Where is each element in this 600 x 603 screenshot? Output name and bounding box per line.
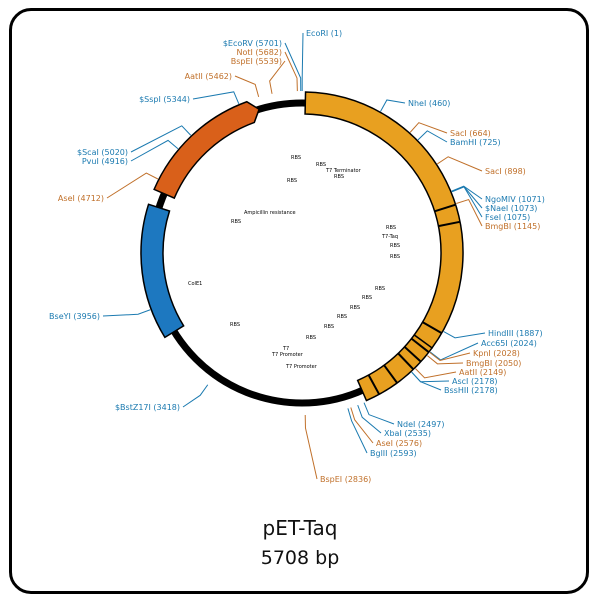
site-label: Acc65I (2024) <box>481 339 537 348</box>
site-leader <box>411 371 442 391</box>
site-label: BssHII (2178) <box>444 386 498 395</box>
site-label: $ScaI (5020) <box>77 148 128 157</box>
feature-boundary-tick <box>434 203 456 213</box>
site-leader <box>269 60 286 94</box>
inner-feature-label: RBS <box>291 155 301 161</box>
feature-boundary-tick <box>403 346 422 363</box>
inner-feature-label: T7 <box>282 346 289 352</box>
site-label: $NaeI (1073) <box>485 204 537 213</box>
inner-feature-label: RBS <box>390 254 400 260</box>
inner-feature-label: RBS <box>287 178 297 184</box>
inner-feature-label: T7 Promoter <box>271 352 304 358</box>
feature-taq2 <box>356 333 434 402</box>
site-leader <box>234 75 260 98</box>
plasmid-size: 5708 bp <box>260 547 340 569</box>
site-leader <box>304 414 318 480</box>
inner-feature-label: RBS <box>337 314 347 320</box>
feature-amp <box>153 100 261 200</box>
site-label: BamHI (725) <box>450 138 501 147</box>
inner-feature-label: RBS <box>324 324 334 330</box>
site-leader <box>347 408 368 454</box>
site-leader <box>130 125 192 153</box>
site-leader <box>427 355 464 365</box>
site-leader <box>451 186 483 218</box>
site-label: BglII (2593) <box>370 449 417 458</box>
site-label: EcoRI (1) <box>306 29 342 38</box>
site-label: AatII (5462) <box>185 72 232 81</box>
site-label: FseI (1075) <box>485 213 530 222</box>
site-label: BmgBI (2050) <box>466 359 521 368</box>
feature-boundary-tick <box>383 364 398 384</box>
site-label: AseI (4712) <box>58 194 104 203</box>
site-leader <box>443 331 486 339</box>
inner-feature-label: ColE1 <box>188 281 202 287</box>
inner-feature-label: RBS <box>350 305 360 311</box>
site-label: PvuI (4916) <box>82 157 128 166</box>
inner-feature-label: RBS <box>316 162 326 168</box>
site-label: AscI (2178) <box>452 377 498 386</box>
site-leader <box>284 51 298 92</box>
site-label: NgoMIV (1071) <box>485 195 545 204</box>
site-leader <box>301 32 304 92</box>
inner-feature-label: RBS <box>230 322 240 328</box>
inner-feature-label: RBS <box>334 174 344 180</box>
site-label: BseYI (3956) <box>49 312 100 321</box>
restriction-sites: EcoRI (1)$EcoRV (5701)NotI (5682)BspEI (… <box>49 29 545 484</box>
site-leader <box>284 42 302 92</box>
feature-boundary-tick <box>397 352 415 370</box>
inner-feature-label: RBS <box>386 225 396 231</box>
site-leader <box>350 407 374 444</box>
inner-feature-label: RBS <box>362 295 372 301</box>
plasmid-name: pET-Taq <box>262 516 338 540</box>
inner-feature-label: RBS <box>306 335 316 341</box>
site-leader <box>417 130 448 143</box>
site-leader <box>456 198 483 227</box>
site-label: SacI (898) <box>485 167 526 176</box>
inner-feature-label: T7 Terminator <box>325 168 362 174</box>
site-label: $EcoRV (5701) <box>223 39 282 48</box>
feature-ticks <box>367 203 461 395</box>
site-leader <box>357 404 382 434</box>
feature-boundary-tick <box>367 374 381 395</box>
site-label: NotI (5682) <box>236 48 282 57</box>
site-label: AseI (2576) <box>376 439 422 448</box>
site-leader <box>182 384 209 408</box>
inner-feature-label: RBS <box>231 219 241 225</box>
site-leader <box>409 122 448 134</box>
site-label: SacI (664) <box>450 129 491 138</box>
site-leader <box>415 368 457 379</box>
site-leader <box>380 99 406 112</box>
site-leader <box>363 402 395 425</box>
site-leader <box>437 156 483 172</box>
feature-ori <box>140 203 185 339</box>
site-label: XbaI (2535) <box>384 429 431 438</box>
site-label: NheI (460) <box>408 99 450 108</box>
site-leader <box>102 309 151 317</box>
site-leader <box>429 352 471 362</box>
site-leader <box>130 139 179 162</box>
feature-boundary-tick <box>410 337 430 353</box>
inner-feature-label: RBS <box>390 243 400 249</box>
inner-feature-label: Ampicillin resistance <box>244 210 296 216</box>
site-label: NdeI (2497) <box>397 420 445 429</box>
site-label: $BstZ17I (3418) <box>115 403 180 412</box>
site-label: BspEI (2836) <box>320 475 371 484</box>
site-label: BspEI (5539) <box>231 57 282 66</box>
features <box>140 91 464 402</box>
site-leader <box>192 91 240 105</box>
inner-feature-label: T7-Taq <box>381 234 398 240</box>
site-label: KpnI (2028) <box>473 349 520 358</box>
site-label: BmgBI (1145) <box>485 222 540 231</box>
feature-boundary-tick <box>422 321 443 334</box>
site-label: HindIII (1887) <box>488 329 543 338</box>
site-label: AatII (2149) <box>459 368 506 377</box>
site-leader <box>106 172 159 199</box>
feature-boundary-tick <box>438 220 461 228</box>
inner-feature-label: RBS <box>375 286 385 292</box>
inner-feature-label: T7 Promoter <box>285 364 318 370</box>
site-label: $SspI (5344) <box>139 95 190 104</box>
